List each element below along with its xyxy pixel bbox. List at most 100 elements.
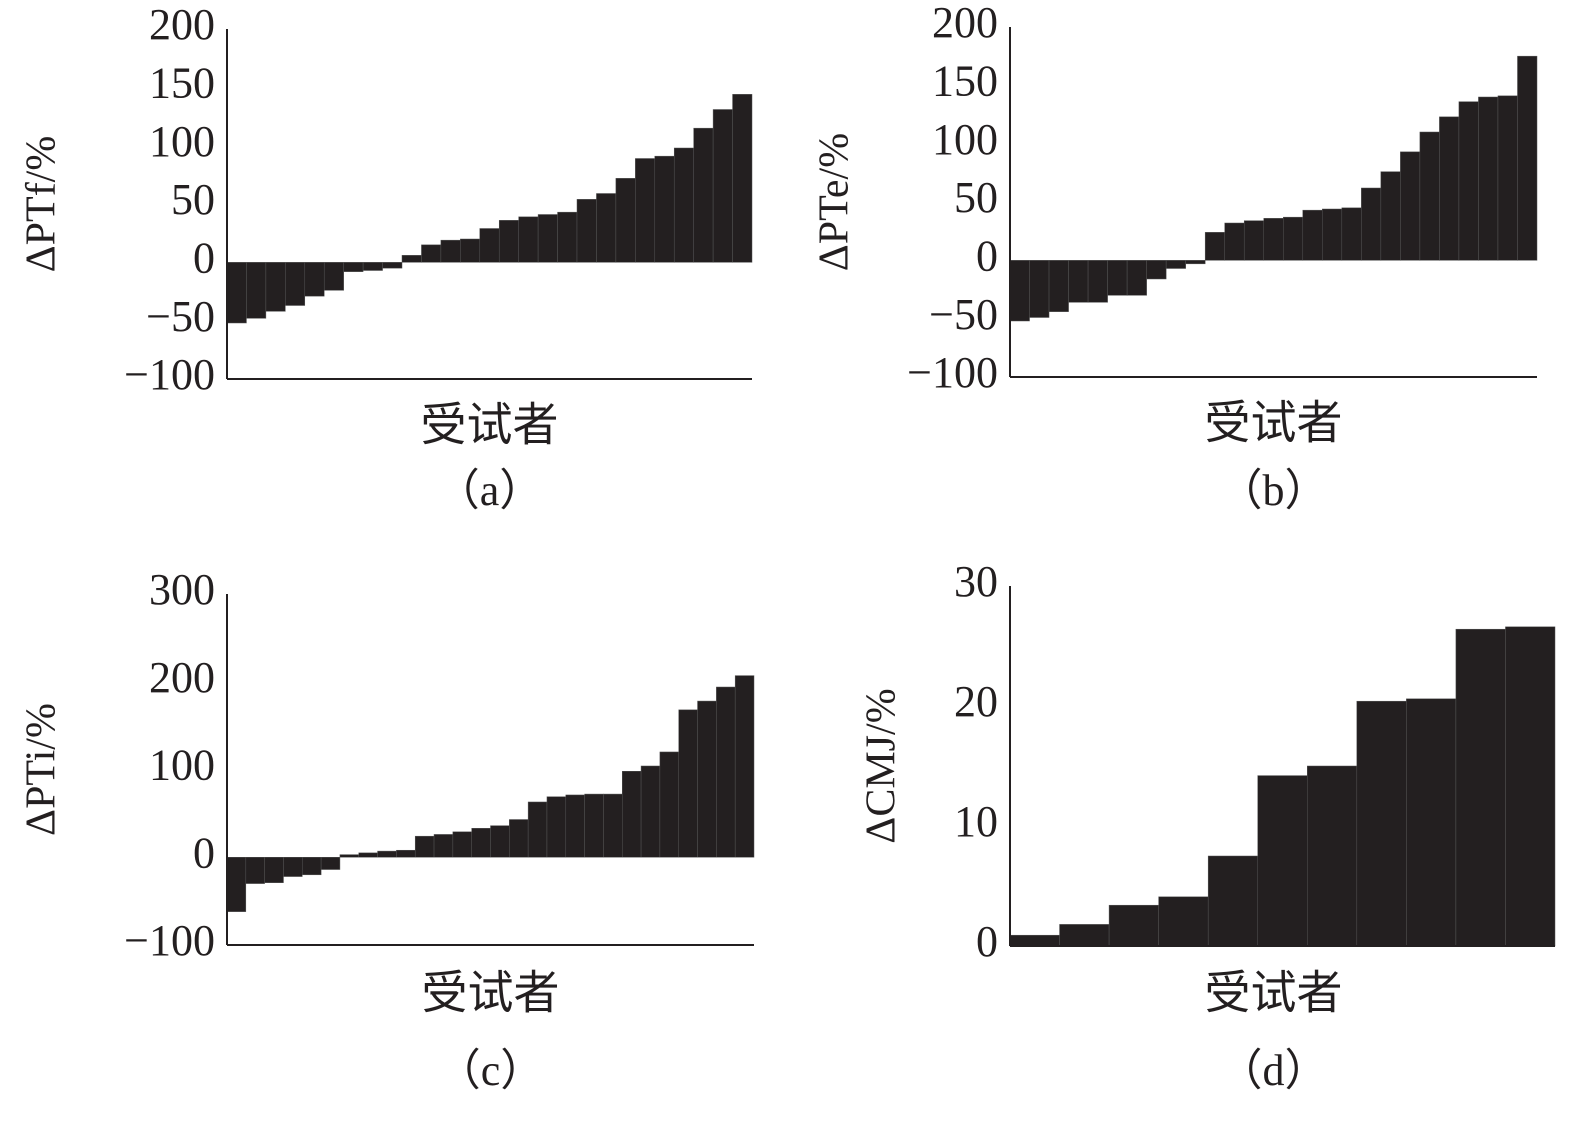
x-axis-label: 受试者 (422, 968, 560, 1019)
bar (1356, 700, 1407, 947)
y-tick-label: 50 (171, 175, 215, 224)
bar (1322, 208, 1343, 261)
bar (1185, 260, 1206, 265)
bar (1478, 96, 1499, 261)
bar (460, 238, 481, 263)
bar (1165, 260, 1186, 269)
y-axis-label: ΔPTe/% (812, 133, 858, 271)
bar (1009, 260, 1030, 322)
bar (246, 262, 267, 319)
y-tick-label: 10 (954, 797, 998, 846)
bar (565, 794, 585, 858)
bar (518, 216, 539, 263)
bar (654, 155, 675, 263)
bar (362, 262, 383, 271)
y-tick-label: −100 (124, 350, 215, 399)
bar (1009, 934, 1060, 947)
bar (1439, 116, 1460, 261)
bar (433, 834, 454, 858)
bar (304, 262, 325, 297)
bar (1406, 698, 1457, 947)
bar (490, 825, 510, 858)
y-tick-label: 200 (932, 0, 998, 47)
bar (1029, 260, 1050, 318)
bar (1517, 55, 1538, 261)
bar (1302, 209, 1323, 261)
bar (285, 262, 306, 306)
bar (693, 127, 714, 263)
bar (421, 244, 442, 263)
bar (673, 147, 694, 263)
bar (471, 828, 491, 858)
bar (302, 857, 322, 876)
x-axis-label: 受试者 (1205, 398, 1343, 449)
x-axis-label: 受试者 (421, 400, 559, 451)
bar (323, 262, 344, 291)
bar (1059, 924, 1110, 947)
bar (697, 700, 717, 858)
bar (557, 211, 578, 263)
bar (1497, 95, 1518, 261)
bar (1400, 151, 1421, 261)
bar (226, 262, 247, 324)
bar (1243, 220, 1264, 261)
bar (339, 854, 359, 858)
bar (1341, 207, 1362, 261)
bar (264, 857, 284, 883)
bar (603, 793, 623, 858)
bar (1380, 171, 1401, 261)
y-tick-label: −100 (124, 916, 215, 965)
bar (716, 686, 736, 858)
y-tick-label: 0 (976, 231, 998, 280)
y-axis-label: ΔCMJ/% (859, 688, 905, 843)
bar (396, 849, 416, 858)
y-tick-label: 0 (193, 828, 215, 877)
bar (1207, 855, 1258, 947)
y-tick-label: 100 (149, 117, 215, 166)
bar (527, 801, 548, 858)
bar (596, 193, 617, 263)
bar (1126, 260, 1147, 296)
bar (320, 857, 341, 870)
y-tick-label: 150 (149, 58, 215, 107)
y-tick-label: −50 (146, 292, 215, 341)
bar (401, 255, 422, 263)
bar (734, 675, 755, 858)
bar (1419, 131, 1440, 261)
y-axis-label: ΔPTf/% (19, 136, 65, 273)
bar (283, 857, 303, 877)
bar (343, 262, 364, 272)
bar (615, 178, 636, 263)
bar (358, 852, 378, 858)
bar (1087, 260, 1108, 303)
bar (265, 262, 286, 312)
y-tick-label: 100 (149, 741, 215, 790)
x-axis-label: 受试者 (1205, 968, 1343, 1019)
bar (382, 262, 403, 269)
bar (452, 831, 472, 858)
y-tick-label: 0 (193, 233, 215, 282)
bar (1224, 222, 1245, 261)
panel-caption: （c） (437, 1046, 545, 1095)
y-tick-label: 300 (149, 565, 215, 614)
bar (1048, 260, 1069, 312)
bar (1505, 626, 1556, 947)
panel-caption: （b） (1219, 466, 1329, 515)
bar (1455, 628, 1506, 947)
bar (537, 214, 558, 263)
bar (1307, 765, 1358, 947)
y-tick-label: −50 (929, 290, 998, 339)
y-tick-label: 20 (954, 677, 998, 726)
y-tick-label: 50 (954, 173, 998, 222)
y-tick-label: 30 (954, 557, 998, 606)
bar (1263, 218, 1284, 261)
bar (546, 796, 567, 858)
bar (1283, 216, 1304, 261)
bar (1361, 187, 1382, 261)
bar (479, 228, 500, 263)
y-tick-label: 200 (149, 0, 215, 49)
y-tick-label: 0 (976, 917, 998, 966)
bar (440, 239, 461, 263)
bar (1158, 896, 1209, 947)
